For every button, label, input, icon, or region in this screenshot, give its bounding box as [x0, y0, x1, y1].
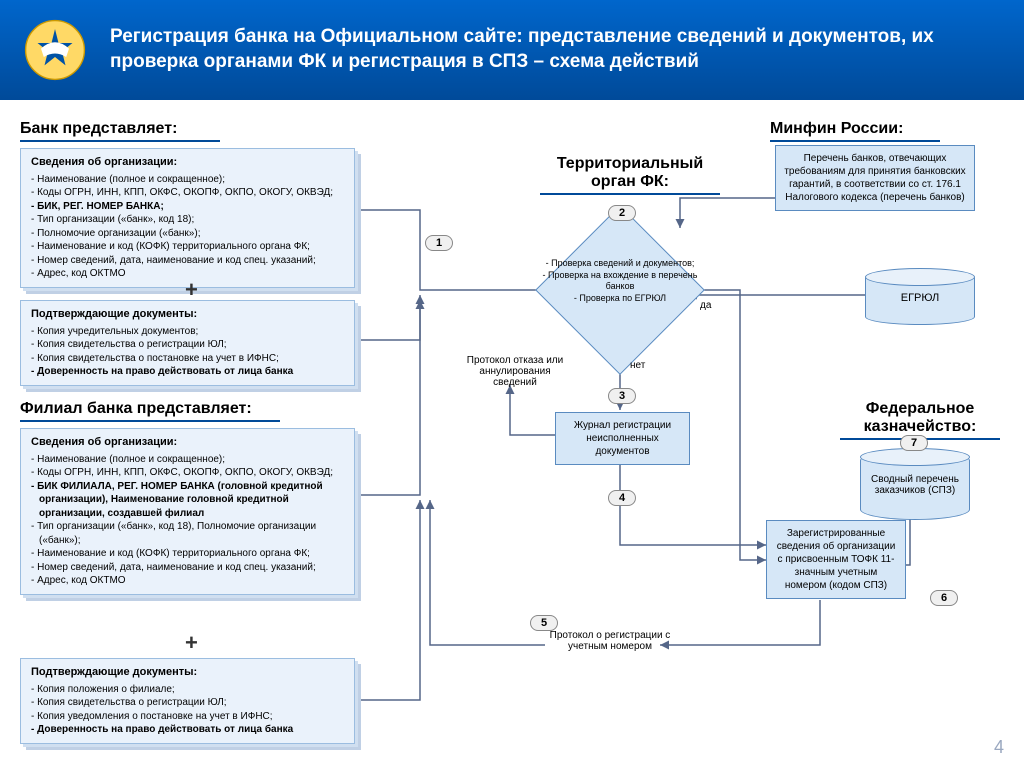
list-item: Наименование и код (КОФК) территориально…	[39, 240, 344, 254]
bank-info-card: Сведения об организации: Наименование (п…	[20, 148, 355, 288]
list-item: БИК, РЕГ. НОМЕР БАНКА;	[39, 200, 344, 214]
branch-info-card: Сведения об организации: Наименование (п…	[20, 428, 355, 595]
branch-info-list: Наименование (полное и сокращенное);Коды…	[31, 453, 344, 588]
branch-docs-title: Подтверждающие документы:	[31, 665, 344, 680]
slide-header: Регистрация банка на Официальном сайте: …	[0, 0, 1024, 100]
spz-label: Сводный перечень заказчиков (СПЗ)	[861, 474, 969, 496]
label-protocol-reg: Протокол о регистрации с учетным номером	[545, 630, 675, 652]
bank-info-title: Сведения об организации:	[31, 155, 344, 170]
list-item: Тип организации («банк», код 18);	[39, 213, 344, 227]
list-item: Тип организации («банк», код 18), Полном…	[39, 520, 344, 547]
journal-box: Журнал регистрации неисполненных докумен…	[555, 412, 690, 465]
label-no: нет	[630, 360, 645, 371]
list-item: Доверенность на право действовать от лиц…	[39, 365, 344, 379]
list-item: Полномочие организации («банк»);	[39, 227, 344, 241]
registered-box: Зарегистрированные сведения об организац…	[766, 520, 906, 599]
list-item: Адрес, код ОКТМО	[39, 574, 344, 588]
spz-cylinder: Сводный перечень заказчиков (СПЗ)	[860, 450, 970, 520]
page-number: 4	[994, 737, 1004, 758]
list-item: Коды ОГРН, ИНН, КПП, ОКФС, ОКОПФ, ОКПО, …	[39, 186, 344, 200]
egrul-label: ЕГРЮЛ	[901, 292, 939, 304]
list-item: Наименование и код (КОФК) территориально…	[39, 547, 344, 561]
bank-info-list: Наименование (полное и сокращенное);Коды…	[31, 173, 344, 281]
list-item: Номер сведений, дата, наименование и код…	[39, 561, 344, 575]
bank-docs-list: Копия учредительных документов;Копия сви…	[31, 325, 344, 379]
plus-icon-2: +	[185, 630, 198, 656]
list-item: Коды ОГРН, ИНН, КПП, ОКФС, ОКОПФ, ОКПО, …	[39, 466, 344, 480]
step-1: 1	[425, 235, 453, 251]
bank-docs-title: Подтверждающие документы:	[31, 307, 344, 322]
branch-docs-card: Подтверждающие документы: Копия положени…	[20, 658, 355, 744]
title-minfin: Минфин России:	[770, 120, 940, 142]
list-item: Копия свидетельства о постановке на учет…	[39, 352, 344, 366]
step-2: 2	[608, 205, 636, 221]
label-protocol-refuse: Протокол отказа или аннулирования сведен…	[460, 355, 570, 388]
diamond-text: - Проверка сведений и документов;- Прове…	[540, 258, 700, 305]
title-fedkaz: Федеральное казначейство:	[840, 400, 1000, 440]
list-item: Наименование (полное и сокращенное);	[39, 453, 344, 467]
title-bank: Банк представляет:	[20, 120, 220, 142]
emblem-icon	[20, 15, 90, 85]
list-item: Копия учредительных документов;	[39, 325, 344, 339]
step-5: 5	[530, 615, 558, 631]
list-item: Копия уведомления о постановке на учет в…	[39, 710, 344, 724]
minfin-box: Перечень банков, отвечающих требованиям …	[775, 145, 975, 211]
step-6: 6	[930, 590, 958, 606]
check-diamond: - Проверка сведений и документов;- Прове…	[560, 230, 680, 350]
branch-docs-list: Копия положения о филиале;Копия свидетел…	[31, 683, 344, 737]
list-item: БИК ФИЛИАЛА, РЕГ. НОМЕР БАНКА (головной …	[39, 480, 344, 521]
list-item: Копия свидетельства о регистрации ЮЛ;	[39, 696, 344, 710]
label-yes: да	[700, 300, 711, 311]
header-title: Регистрация банка на Официальном сайте: …	[110, 25, 1004, 74]
step-4: 4	[608, 490, 636, 506]
step-7: 7	[900, 435, 928, 451]
bank-docs-card: Подтверждающие документы: Копия учредите…	[20, 300, 355, 386]
list-item: Доверенность на право действовать от лиц…	[39, 723, 344, 737]
step-3: 3	[608, 388, 636, 404]
diagram-area: Банк представляет: Филиал банка представ…	[0, 100, 1024, 768]
list-item: Копия положения о филиале;	[39, 683, 344, 697]
egrul-cylinder: ЕГРЮЛ	[865, 270, 975, 325]
title-branch: Филиал банка представляет:	[20, 400, 280, 422]
list-item: Наименование (полное и сокращенное);	[39, 173, 344, 187]
branch-info-title: Сведения об организации:	[31, 435, 344, 450]
title-territorial: Территориальный орган ФК:	[540, 155, 720, 195]
list-item: Копия свидетельства о регистрации ЮЛ;	[39, 338, 344, 352]
list-item: Номер сведений, дата, наименование и код…	[39, 254, 344, 268]
